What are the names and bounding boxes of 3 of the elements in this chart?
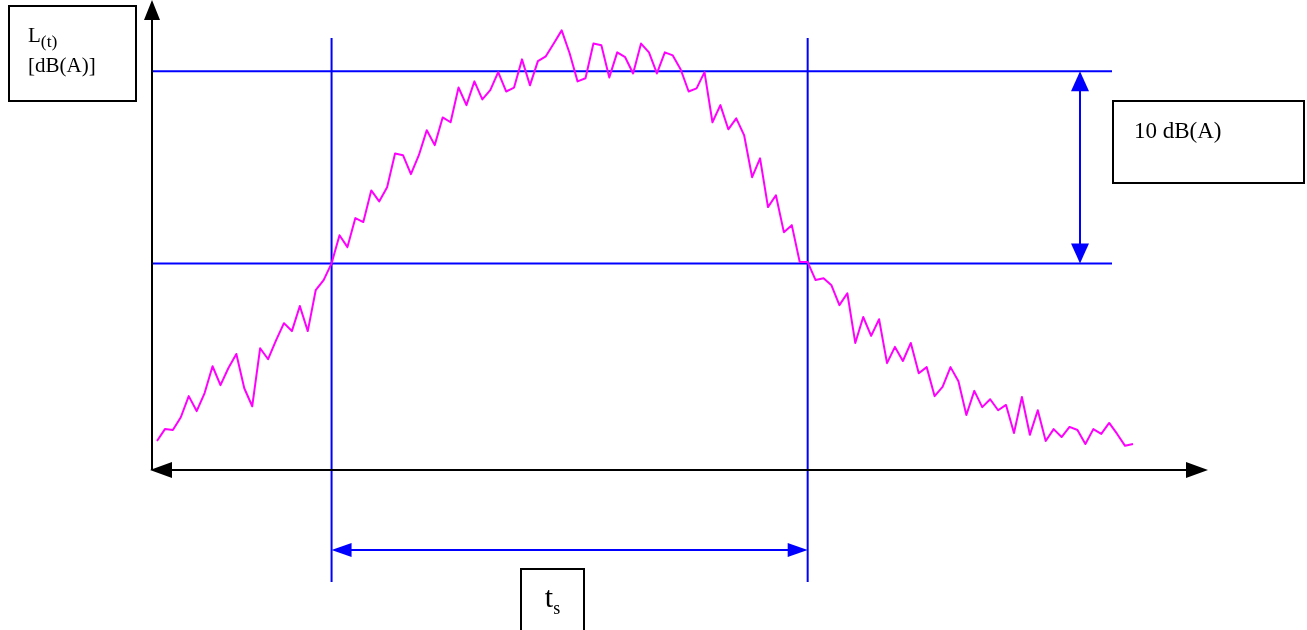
text: t$_{s}$ (520, 568, 585, 630)
y-axis-title: L$_{(t)}$ [dB(A)] (28, 23, 97, 78)
annotation: 10 dB(A) (1112, 100, 1305, 184)
